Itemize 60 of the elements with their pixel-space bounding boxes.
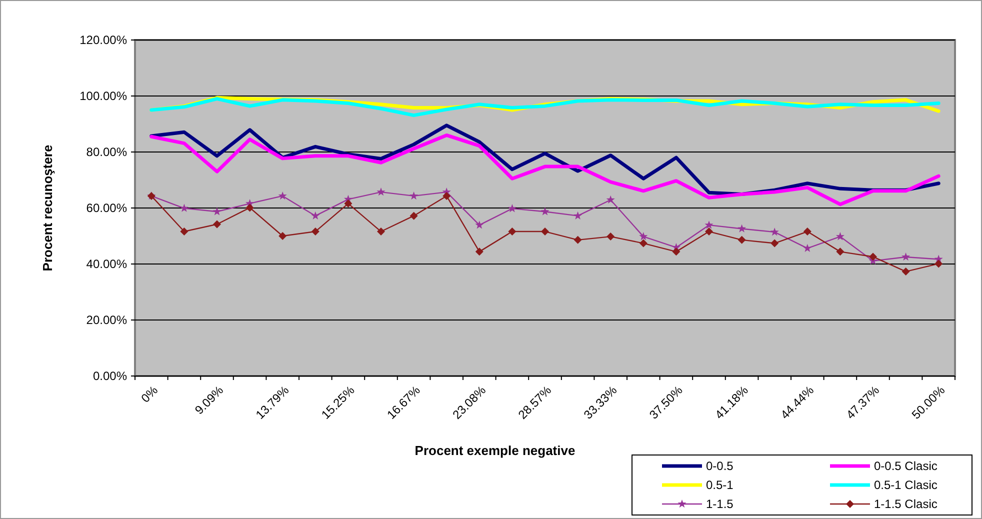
point <box>738 224 746 232</box>
y-tick-label: 40.00% <box>86 257 128 272</box>
point <box>508 204 516 212</box>
point <box>180 204 188 212</box>
point <box>770 228 779 236</box>
point <box>442 192 451 200</box>
point <box>869 252 877 261</box>
y-tick-label: 80.00% <box>86 145 128 160</box>
point <box>574 211 582 220</box>
x-tick-label: 0% <box>138 382 161 406</box>
point <box>606 232 615 241</box>
point <box>475 248 484 256</box>
point <box>803 228 812 236</box>
point <box>902 268 910 276</box>
point <box>278 191 287 200</box>
point <box>541 228 549 236</box>
legend-label: 0.5-1 Clasic <box>874 478 938 492</box>
point <box>377 228 385 236</box>
point <box>311 228 320 236</box>
point <box>705 228 713 236</box>
point <box>508 228 516 236</box>
y-axis-title: Procent recunoştere <box>40 144 55 272</box>
y-tick-label: 100.00% <box>80 89 128 104</box>
point <box>803 244 812 252</box>
point <box>770 239 779 248</box>
point <box>410 212 418 220</box>
point <box>410 191 418 200</box>
point <box>606 195 615 204</box>
y-tick-label: 60.00% <box>86 201 128 216</box>
y-tick-label: 120.00% <box>80 33 128 48</box>
point <box>639 239 648 248</box>
point <box>376 188 386 196</box>
point <box>574 236 582 244</box>
y-tick-label: 0.00% <box>92 369 128 384</box>
y-tick-label: 20.00% <box>86 313 128 328</box>
x-axis-title: Procent exemple negative <box>414 443 576 458</box>
point <box>704 220 714 229</box>
point <box>475 220 484 229</box>
point <box>180 228 188 236</box>
line-series <box>150 97 940 118</box>
point <box>213 220 221 228</box>
point <box>311 211 320 220</box>
point <box>344 200 352 208</box>
legend-label: 0.5-1 <box>706 478 734 492</box>
point <box>934 260 943 268</box>
point <box>540 207 550 216</box>
legend-label: 0-0.5 <box>706 459 734 474</box>
point <box>639 232 648 240</box>
point <box>836 232 844 240</box>
point <box>246 204 254 212</box>
legend-label: 1-1.5 Clasic <box>874 497 938 512</box>
point <box>278 232 287 240</box>
point <box>738 236 746 244</box>
point <box>212 207 222 216</box>
point <box>672 248 680 256</box>
point <box>836 248 844 256</box>
point <box>902 252 910 261</box>
legend-label: 0-0.5 Clasic <box>874 459 938 474</box>
line-series <box>150 133 940 206</box>
legend-label: 1-1.5 <box>706 497 734 512</box>
